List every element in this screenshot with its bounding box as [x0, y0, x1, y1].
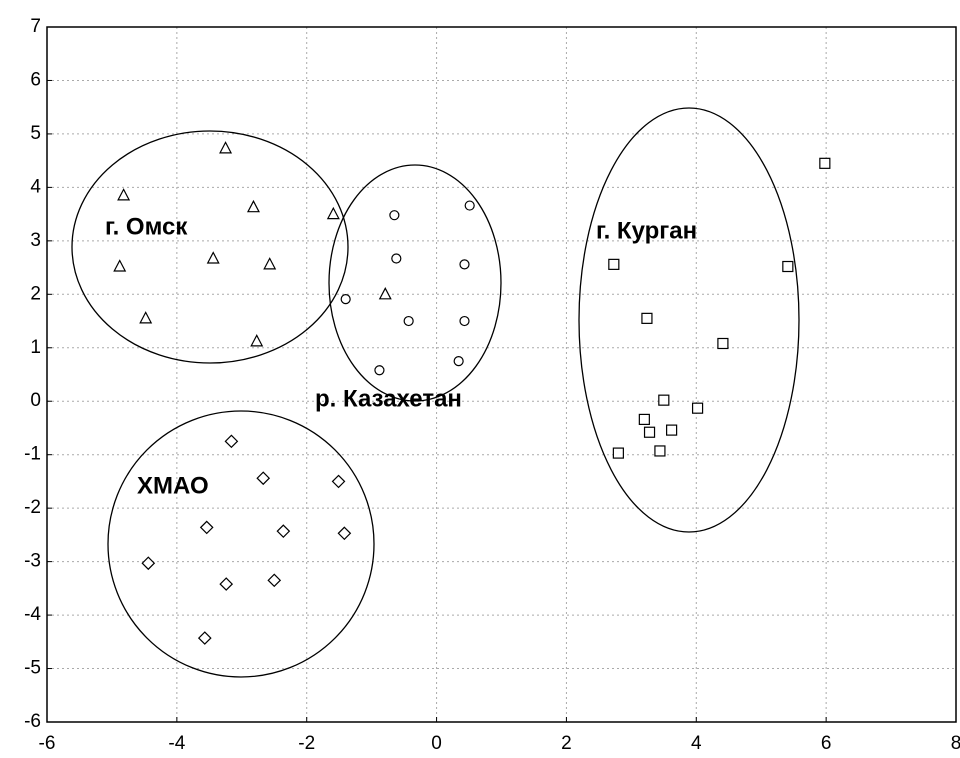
point — [654, 445, 666, 457]
point — [658, 394, 670, 406]
cluster-ellipse — [578, 107, 800, 533]
point — [374, 365, 385, 376]
point — [197, 631, 212, 645]
x-tick-label: 8 — [951, 733, 960, 754]
point — [403, 315, 414, 327]
point — [141, 556, 156, 571]
x-tick-label: 4 — [691, 733, 702, 754]
point — [276, 524, 291, 538]
point — [246, 199, 260, 213]
point — [782, 260, 794, 273]
point — [219, 577, 234, 591]
point — [256, 471, 271, 486]
point — [326, 206, 340, 220]
point — [453, 356, 464, 367]
point — [340, 294, 351, 305]
annotation: г. Курган — [596, 217, 697, 244]
point — [250, 334, 264, 347]
plot-frame — [46, 26, 957, 723]
cluster-ellipse — [328, 164, 502, 402]
y-tick-label: -4 — [24, 604, 41, 625]
point — [389, 210, 400, 221]
y-tick-label: 6 — [30, 69, 41, 90]
annotation: ХМАО — [137, 472, 209, 499]
point — [199, 520, 214, 535]
x-tick-label: 6 — [821, 733, 832, 754]
point — [378, 287, 392, 300]
x-tick-label: 2 — [561, 733, 572, 754]
x-tick-label: 0 — [431, 733, 442, 754]
point — [464, 200, 475, 211]
point — [638, 413, 650, 426]
cluster-ellipse — [107, 410, 375, 678]
y-tick-label: 5 — [30, 123, 41, 144]
point — [206, 251, 220, 264]
cluster-ellipse — [71, 130, 349, 364]
x-tick-label: -2 — [298, 733, 315, 754]
y-tick-label: 2 — [30, 283, 41, 304]
point — [331, 474, 346, 489]
point — [819, 157, 831, 169]
point — [643, 426, 656, 438]
point — [691, 402, 704, 414]
y-tick-label: 3 — [30, 230, 41, 251]
y-tick-label: -1 — [24, 444, 41, 465]
point — [641, 312, 653, 324]
point — [117, 188, 131, 201]
point — [391, 253, 402, 264]
y-tick-label: 4 — [30, 176, 41, 197]
point — [608, 258, 620, 270]
y-tick-label: 7 — [30, 16, 41, 37]
annotation: г. Омск — [105, 213, 188, 240]
point — [219, 141, 233, 154]
y-tick-label: -6 — [24, 711, 41, 732]
point — [224, 434, 239, 449]
annotation: р. Казахетан — [315, 385, 462, 412]
x-tick-label: -4 — [168, 733, 185, 754]
y-tick-label: -3 — [24, 551, 41, 572]
point — [459, 315, 470, 327]
point — [263, 257, 277, 270]
y-tick-label: 1 — [30, 337, 41, 358]
point — [612, 447, 624, 459]
point — [459, 259, 470, 270]
y-tick-label: 0 — [30, 390, 41, 411]
x-tick-label: -6 — [39, 733, 56, 754]
y-tick-label: -2 — [24, 497, 41, 518]
point — [267, 573, 282, 588]
point — [666, 424, 678, 436]
point — [717, 337, 729, 350]
point — [139, 311, 153, 324]
point — [113, 259, 127, 272]
point — [337, 526, 352, 541]
y-tick-label: -5 — [24, 658, 41, 679]
